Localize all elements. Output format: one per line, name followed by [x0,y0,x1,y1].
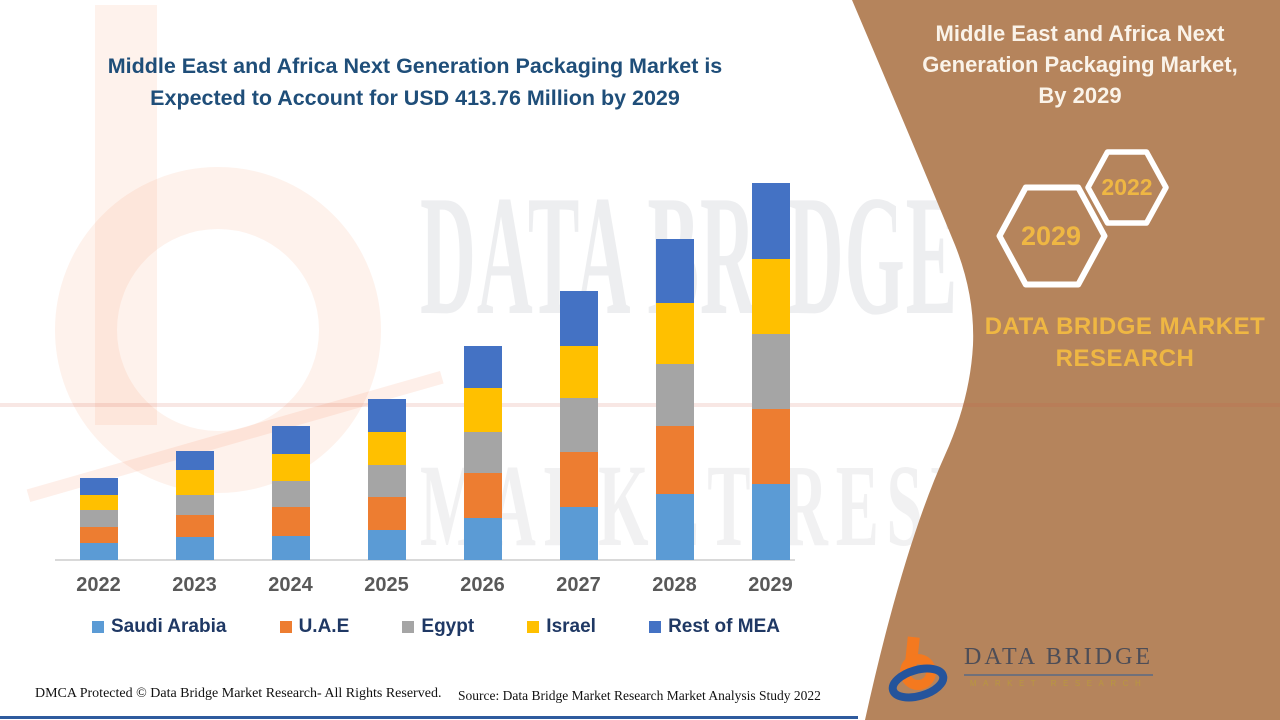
legend-swatch-icon [402,621,415,633]
legend-swatch-icon [279,621,292,633]
brand-name: DATA BRIDGE MARKET RESEARCH [975,311,1275,375]
bar-segment-2029-rest-of-mea [751,183,790,259]
x-axis-label-2023: 2023 [172,574,217,596]
legend-swatch-icon [92,621,104,633]
legend-label: Rest of MEA [668,616,780,637]
bar-segment-2026-u-a-e [463,473,502,518]
bar-segment-2025-israel [367,432,406,465]
logo-subtitle: MARKET RESEARCH [969,679,1148,688]
chart-legend: Saudi Arabia U.A.E Egypt Israel Rest of MEA [92,616,780,638]
bar-segment-2024-u-a-e [271,507,310,536]
hexagon-years-graphic: 2022 2029 [996,149,1169,288]
x-axis-label-2025: 2025 [364,574,409,596]
bar-segment-2024-egypt [271,481,310,507]
legend-label: Egypt [421,616,475,637]
bar-segment-2025-rest-of-mea [367,399,406,432]
chart-title-line2: Expected to Account for USD 413.76 Milli… [150,86,680,110]
legend-item-egypt: Egypt [402,616,474,638]
legend-item-israel: Israel [527,616,596,638]
bar-segment-2022-egypt [79,510,118,527]
bar-segment-2028-rest-of-mea [655,239,694,303]
bar-segment-2025-egypt [367,465,406,497]
x-axis-label-2027: 2027 [556,574,601,596]
dbmr-b-watermark [26,5,444,502]
bar-segment-2022-israel [79,495,118,510]
brand-name-line1: DATA BRIDGE MARKET [984,313,1266,340]
chart-title-line1: Middle East and Africa Next Generation P… [107,54,723,78]
panel-title: Middle East and Africa Next Generation P… [890,18,1270,111]
bar-segment-2023-egypt [175,495,214,515]
bar-segment-2028-saudi-arabia [655,494,694,560]
legend-label: Israel [546,616,596,637]
chart-title: Middle East and Africa Next Generation P… [40,50,790,114]
bar-segment-2027-rest-of-mea [559,291,598,346]
bar-segment-2023-u-a-e [175,515,214,537]
legend-item-saudi-arabia: Saudi Arabia [92,616,226,638]
hexagon-year-2022: 2022 [1101,174,1152,200]
bar-segment-2023-saudi-arabia [175,537,214,560]
logo-title: DATA BRIDGE [964,644,1154,676]
legend-swatch-icon [649,621,662,633]
bar-segment-2023-rest-of-mea [175,451,214,470]
bar-segment-2028-u-a-e [655,426,694,494]
bar-segment-2027-israel [559,346,598,398]
bar-segment-2025-u-a-e [367,497,406,530]
hexagon-2022-icon [1085,149,1169,226]
bar-segment-2026-saudi-arabia [463,518,502,560]
databridge-logo-text: DATA BRIDGE MARKET RESEARCH [964,644,1154,688]
dmca-notice: DMCA Protected © Data Bridge Market Rese… [35,686,442,701]
x-axis-label-2024: 2024 [268,574,313,596]
hexagon-2029-icon [996,184,1108,288]
databridge-logo-icon [888,636,948,702]
legend-item-u-a-e: U.A.E [279,616,350,638]
bottom-accent-line [0,716,858,719]
x-axis-label-2022: 2022 [76,574,121,596]
panel-title-line1: Middle East and Africa Next [935,21,1225,46]
bar-segment-2026-egypt [463,432,502,473]
bar-segment-2024-saudi-arabia [271,536,310,560]
brown-wedge-shape [852,0,1280,720]
bar-segment-2029-u-a-e [751,409,790,484]
legend-swatch-icon [527,621,540,633]
brand-name-line2: RESEARCH [1055,345,1195,372]
legend-label: U.A.E [298,616,350,637]
legend-label: Saudi Arabia [111,616,227,637]
bar-segment-2028-egypt [655,364,694,426]
databridge-logo: DATA BRIDGE MARKET RESEARCH [888,636,1154,702]
bar-segment-2027-u-a-e [559,452,598,507]
bar-segment-2029-egypt [751,334,790,409]
bar-segment-2023-israel [175,470,214,495]
bar-segment-2024-israel [271,454,310,481]
bar-segment-2022-rest-of-mea [79,478,118,495]
bar-segment-2027-egypt [559,398,598,452]
hexagon-year-2029: 2029 [1021,221,1081,251]
x-axis-line [55,559,795,561]
bar-segment-2025-saudi-arabia [367,530,406,560]
source-note: Source: Data Bridge Market Research Mark… [458,688,821,703]
legend-item-rest-of-mea: Rest of MEA [649,616,780,638]
x-axis-label-2026: 2026 [460,574,505,596]
bar-segment-2027-saudi-arabia [559,507,598,560]
panel-title-line3: By 2029 [1038,83,1122,108]
panel-title-line2: Generation Packaging Market, [922,52,1238,77]
bar-segment-2022-u-a-e [79,527,118,543]
bar-segment-2026-rest-of-mea [463,346,502,388]
bar-segment-2029-israel [751,259,790,334]
x-axis-label-2028: 2028 [652,574,697,596]
bar-segment-2029-saudi-arabia [751,484,790,560]
bar-segment-2028-israel [655,303,694,364]
bar-segment-2024-rest-of-mea [271,426,310,454]
watermark-line [0,403,1280,407]
bar-segment-2026-israel [463,388,502,432]
bar-segment-2022-saudi-arabia [79,543,118,560]
x-axis-label-2029: 2029 [748,574,793,596]
